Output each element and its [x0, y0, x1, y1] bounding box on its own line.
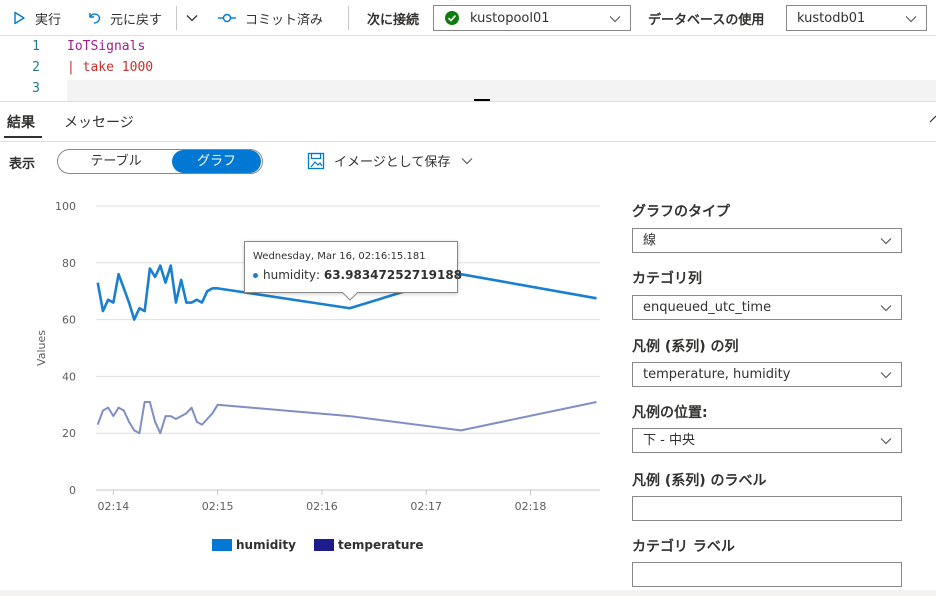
commit-button[interactable]: コミット済み: [218, 0, 323, 36]
x-tick-label: 02:15: [202, 500, 234, 513]
legend-position-select[interactable]: 下 - 中央: [632, 428, 902, 453]
view-label: 表示: [9, 157, 36, 172]
legend-temperature[interactable]: temperature: [314, 538, 423, 552]
y-tick-label: 20: [62, 427, 76, 440]
save-image-label: イメージとして保存: [334, 155, 451, 170]
run-label: 実行: [35, 12, 62, 28]
legend-swatch-temperature: [314, 539, 334, 551]
legend-position-label: 凡例の位置:: [632, 405, 708, 421]
query-toolbar: 実行 元に戻す コミット済み 次に接続 kustopool01 データベースの使…: [0, 0, 936, 36]
editor-results-splitter[interactable]: [0, 101, 936, 102]
pool-select-value: kustopool01: [470, 10, 550, 26]
chart-tooltip: Wednesday, Mar 16, 02:16:15.181 humidity…: [244, 241, 462, 301]
connected-check-icon: [445, 11, 459, 25]
current-line-highlight: [67, 80, 936, 101]
undo-icon: [89, 13, 101, 24]
chart-type-value: 線: [643, 233, 657, 248]
bottom-strip: [0, 590, 936, 596]
code-table-name: IoTSignals: [67, 39, 146, 54]
undo-label: 元に戻す: [110, 12, 163, 28]
splitter-handle[interactable]: [474, 99, 490, 101]
category-label-input[interactable]: [632, 562, 902, 587]
tooltip-value: 63.98347252719188: [323, 268, 463, 282]
view-row: 表示 テーブル グラフ イメージとして保存: [0, 142, 936, 182]
toolbar-divider: [176, 6, 177, 30]
database-select[interactable]: kustodb01: [786, 5, 927, 31]
chart-type-label: グラフのタイプ: [632, 204, 730, 220]
legend-columns-select[interactable]: temperature, humidity: [632, 362, 902, 387]
x-tick-label: 02:17: [410, 500, 442, 513]
result-tabs: 結果 メッセージ: [0, 102, 936, 142]
collapse-icon[interactable]: [928, 114, 936, 126]
run-button[interactable]: 実行: [12, 0, 61, 36]
legend-label-temperature: temperature: [338, 538, 424, 552]
x-tick-label: 02:16: [306, 500, 338, 513]
commit-label: コミット済み: [245, 12, 324, 28]
legend-series-label-input[interactable]: [632, 496, 902, 521]
legend-swatch-humidity: [212, 539, 232, 551]
chart-view-option[interactable]: グラフ: [172, 150, 261, 173]
category-column-label: カテゴリ列: [632, 271, 702, 287]
legend-series-label-heading: 凡例 (系列) のラベル: [632, 473, 767, 489]
chevron-down-icon: [880, 305, 892, 312]
y-axis-label: Values: [35, 330, 48, 366]
y-tick-label: 0: [69, 484, 76, 497]
pool-select[interactable]: kustopool01: [433, 5, 631, 31]
series-line-temperature: [96, 400, 597, 435]
tooltip-title: Wednesday, Mar 16, 02:16:15.181: [253, 251, 426, 262]
legend-columns-label: 凡例 (系列) の列: [632, 339, 739, 355]
chevron-down-icon: [905, 16, 917, 23]
code-line-take: | take 1000: [67, 60, 154, 75]
category-column-value: enqueued_utc_time: [643, 300, 772, 315]
connect-label: 次に接続: [367, 12, 420, 28]
category-label-heading: カテゴリ ラベル: [632, 539, 735, 555]
x-tick-label: 02:18: [515, 500, 547, 513]
y-tick-label: 100: [55, 200, 76, 213]
db-label: データベースの使用: [648, 12, 765, 28]
active-tab-indicator: [4, 136, 42, 138]
line-chart: 0 20 40 60 80 100 02:14 02:15 02:16 02:17 02:18 V…: [35, 200, 600, 513]
chevron-down-icon: [609, 16, 621, 23]
view-toggle: テーブル グラフ: [57, 149, 263, 174]
tooltip-arrow: [342, 292, 358, 301]
toolbar-divider: [348, 6, 349, 30]
tooltip-series-dot: [253, 272, 258, 278]
y-tick-label: 40: [62, 370, 76, 383]
legend-columns-value: temperature, humidity: [643, 367, 791, 382]
line-number: 3: [32, 81, 40, 96]
tooltip-row: humidity: 63.98347252719188: [253, 268, 462, 282]
chevron-down-icon: [880, 372, 892, 379]
y-tick-label: 60: [62, 314, 76, 327]
legend-label-humidity: humidity: [236, 538, 296, 552]
play-icon: [14, 11, 25, 25]
legend-humidity[interactable]: humidity: [212, 538, 296, 552]
query-editor[interactable]: 1 IoTSignals 2 | take 1000 3: [0, 36, 936, 102]
undo-dropdown-button[interactable]: [185, 0, 199, 36]
code-line-table: IoTSignals: [67, 39, 145, 54]
line-number: 2: [32, 60, 40, 75]
chevron-down-icon: [880, 438, 892, 445]
chart-type-select[interactable]: 線: [632, 228, 902, 253]
chevron-down-icon: [880, 238, 892, 245]
legend-position-value: 下 - 中央: [643, 433, 695, 448]
chevron-down-icon: [186, 15, 198, 22]
save-image-icon: [307, 152, 325, 169]
chevron-down-icon: [461, 157, 473, 164]
line-number: 1: [32, 39, 40, 54]
tab-messages[interactable]: メッセージ: [64, 115, 134, 131]
database-select-value: kustodb01: [797, 10, 866, 26]
tooltip-series-name: humidity: [263, 268, 316, 282]
y-tick-label: 80: [62, 257, 76, 270]
undo-button[interactable]: 元に戻す: [86, 0, 162, 36]
tab-results[interactable]: 結果: [7, 115, 35, 131]
commit-icon: [218, 13, 236, 23]
category-column-select[interactable]: enqueued_utc_time: [632, 295, 902, 320]
x-tick-label: 02:14: [98, 500, 130, 513]
series-line-humidity: [96, 264, 597, 321]
table-view-option[interactable]: テーブル: [90, 154, 142, 169]
save-image-button[interactable]: イメージとして保存: [307, 151, 474, 170]
